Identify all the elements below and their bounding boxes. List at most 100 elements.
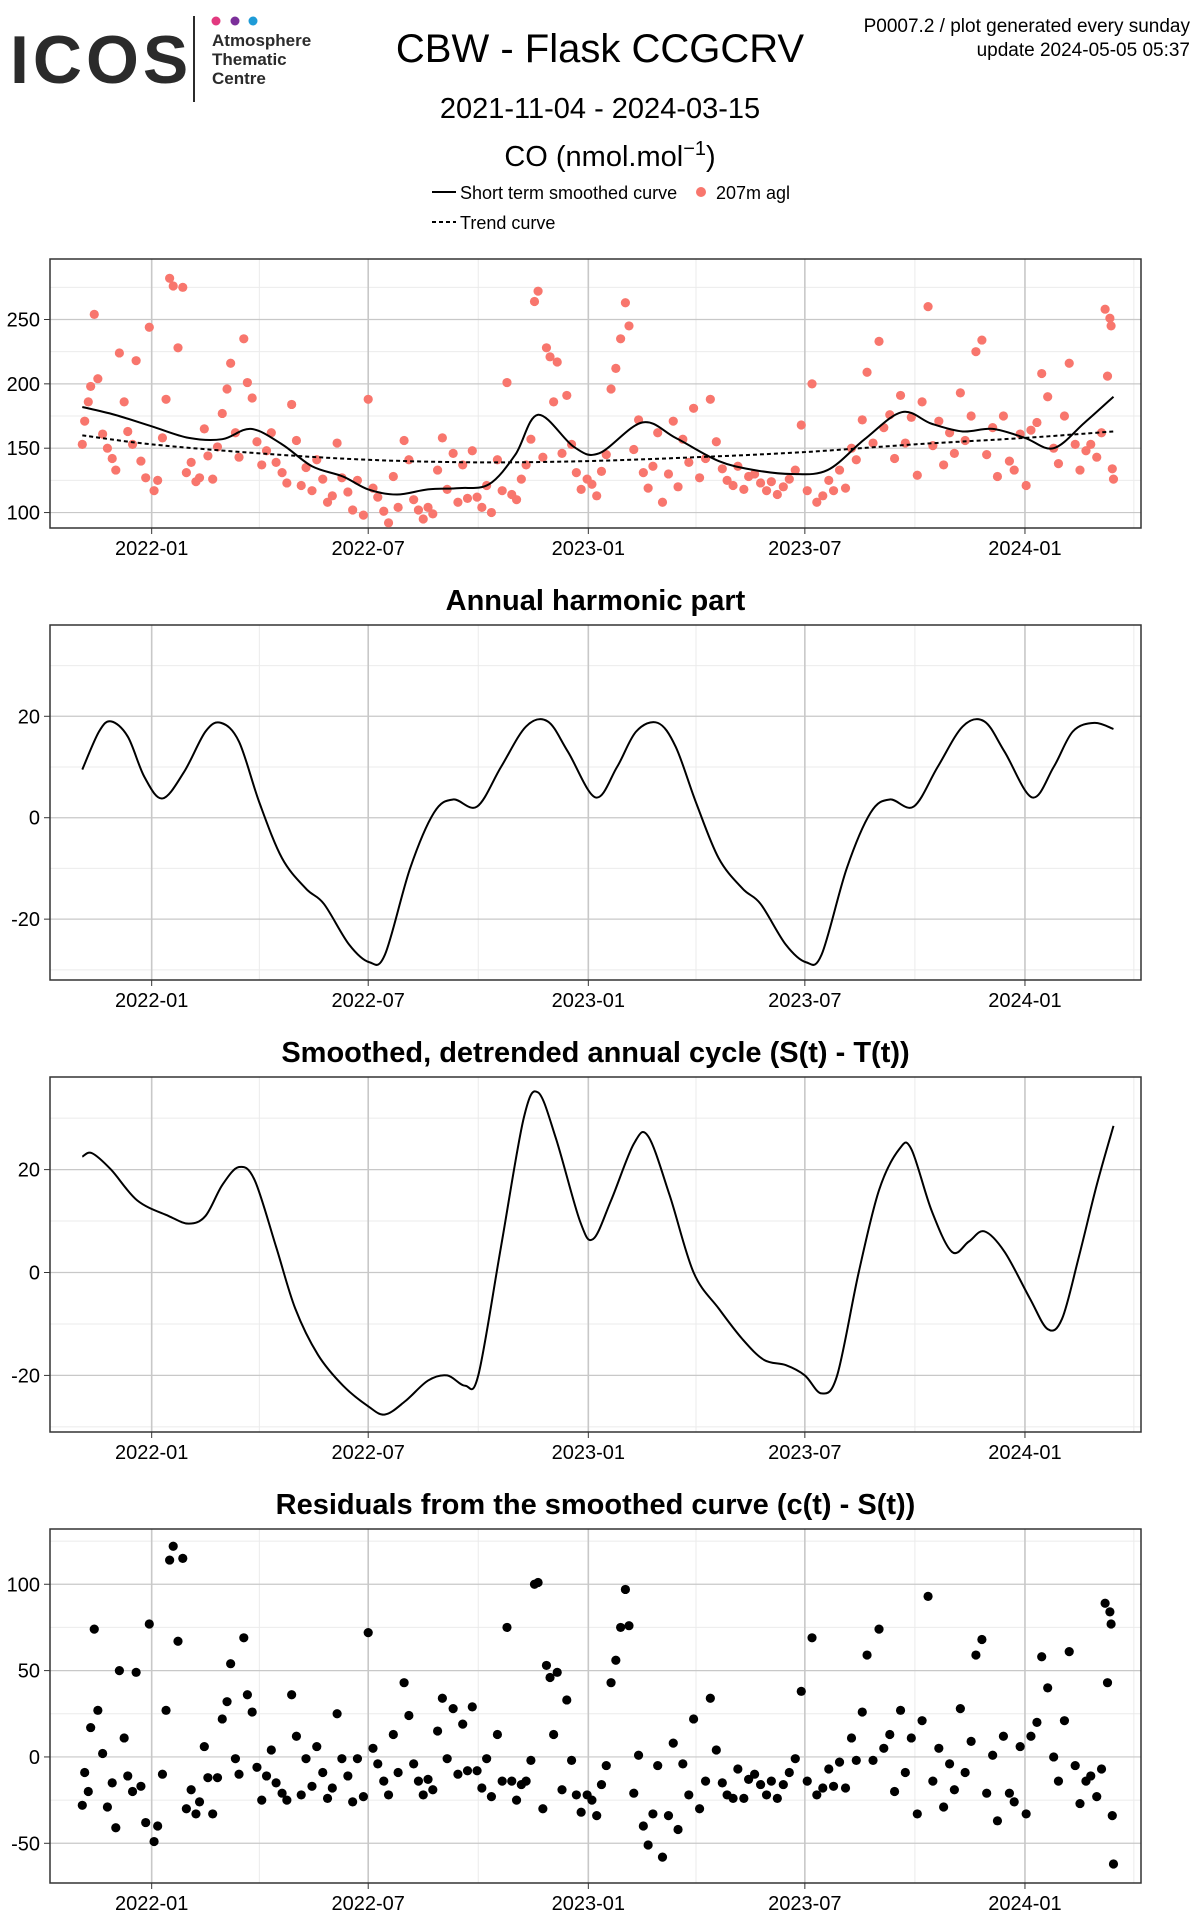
co-data-point — [807, 379, 817, 389]
co-data-point — [796, 420, 806, 430]
residual-point — [620, 1584, 631, 1595]
y-tick-label: -50 — [11, 1833, 40, 1855]
co-data-point — [526, 434, 536, 444]
residual-point — [711, 1745, 721, 1755]
residual-point — [437, 1693, 447, 1703]
co-data-point — [266, 428, 276, 438]
co-data-point — [766, 477, 776, 487]
residual-point — [949, 1785, 959, 1795]
residual-point — [266, 1745, 276, 1755]
co-data-point — [955, 388, 965, 398]
residual-point — [368, 1743, 378, 1753]
co-data-point — [432, 465, 443, 475]
x-tick-label: 2024-01 — [988, 538, 1061, 560]
co-data-point — [784, 474, 794, 484]
residual-point — [77, 1800, 87, 1810]
residual-point — [131, 1667, 141, 1677]
legend-trend-label: Trend curve — [460, 213, 555, 233]
co-data-point — [1064, 358, 1074, 368]
residual-point — [1102, 1678, 1113, 1688]
residual-point — [643, 1840, 653, 1850]
co-data-point — [373, 492, 383, 502]
legend: Short term smoothed curve 207m agl Trend… — [432, 183, 790, 233]
residual-point — [271, 1778, 281, 1788]
co-data-point — [601, 450, 611, 460]
residual-point — [194, 1797, 205, 1807]
co-data-point — [576, 484, 586, 494]
x-tick-label: 2022-01 — [115, 990, 188, 1012]
co-data-point — [234, 452, 244, 462]
residual-point — [418, 1790, 428, 1800]
co-data-point — [89, 309, 99, 319]
x-tick-label: 2023-01 — [552, 1893, 625, 1915]
co-data-point — [413, 505, 424, 515]
residual-point — [186, 1785, 196, 1795]
residual-point — [772, 1793, 782, 1803]
residual-point — [149, 1836, 159, 1847]
residual-point — [379, 1776, 389, 1786]
residual-point — [673, 1824, 683, 1835]
y-tick-label: 50 — [18, 1661, 40, 1683]
legend-smoothed-label: Short term smoothed curve — [460, 183, 677, 203]
residual-point — [733, 1764, 743, 1774]
panel-border — [49, 1076, 1142, 1433]
y-tick-label: 20 — [18, 1160, 40, 1182]
residual-point — [755, 1779, 766, 1790]
residual-point — [98, 1748, 108, 1759]
residual-point — [348, 1797, 358, 1807]
co-data-point — [393, 502, 403, 513]
co-data-point — [802, 486, 812, 496]
panel-title: Annual harmonic part — [446, 585, 746, 617]
residual-point — [977, 1634, 987, 1645]
co-data-point — [157, 433, 168, 443]
residual-point — [497, 1776, 507, 1786]
residual-point — [912, 1809, 922, 1819]
co-data-point — [828, 486, 839, 496]
co-data-point — [1021, 480, 1031, 491]
residual-point — [307, 1781, 317, 1791]
residual-point — [684, 1790, 694, 1800]
x-tick-label: 2024-01 — [988, 990, 1061, 1012]
co-data-point — [399, 435, 409, 446]
residual-point — [533, 1577, 543, 1588]
residual-point — [168, 1541, 178, 1551]
residual-point — [141, 1817, 151, 1828]
co-data-point — [1102, 371, 1113, 381]
residual-point — [739, 1793, 749, 1803]
residual-point — [291, 1731, 302, 1741]
co-data-point — [616, 334, 626, 344]
residual-point — [373, 1759, 383, 1769]
residual-point — [282, 1795, 292, 1805]
co-data-point — [982, 450, 992, 460]
residual-point — [541, 1660, 552, 1671]
co-data-point — [358, 510, 369, 520]
co-data-point — [318, 474, 328, 484]
co-data-point — [477, 502, 487, 513]
residual-point — [705, 1693, 715, 1703]
y-tick-label: 0 — [29, 1263, 40, 1285]
residual-point — [571, 1790, 581, 1800]
residual-point — [119, 1733, 129, 1743]
panel-2: Annual harmonic part -20 0 20 2022-01 2022-07… — [11, 585, 1142, 1012]
residual-point — [812, 1790, 822, 1800]
residual-point — [552, 1667, 562, 1677]
co-data-point — [857, 415, 867, 425]
residual-point — [688, 1714, 699, 1724]
residual-point — [668, 1738, 678, 1748]
co-data-point — [606, 384, 616, 394]
x-tick-label: 2024-01 — [988, 1893, 1061, 1915]
co-data-point — [529, 296, 540, 307]
residual-point — [545, 1672, 555, 1683]
co-data-point — [562, 390, 572, 401]
residual-point — [153, 1821, 163, 1831]
co-data-point — [296, 480, 306, 491]
co-data-point — [592, 491, 602, 501]
plot-area — [77, 1541, 1119, 1869]
co-data-point — [291, 435, 302, 446]
species-prefix: CO (nmol.mol — [504, 141, 683, 173]
residual-point — [840, 1783, 851, 1793]
co-data-point — [673, 482, 683, 492]
logo-dot-1 — [211, 16, 221, 26]
residual-point — [492, 1729, 503, 1740]
co-data-point — [1081, 446, 1091, 456]
